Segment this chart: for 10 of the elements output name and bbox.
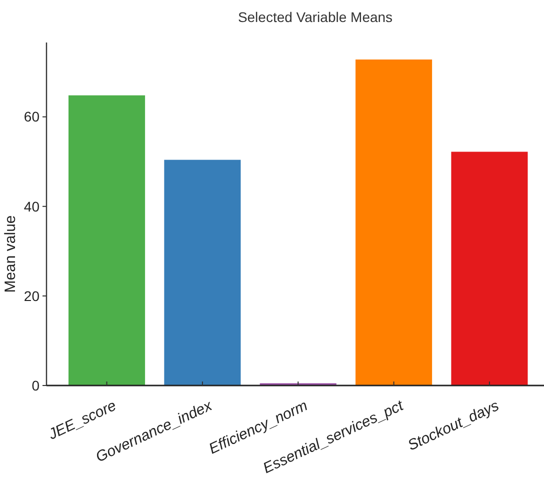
y-axis-title: Mean value [2,215,19,293]
y-tick-label: 40 [24,198,40,214]
y-tick-label: 20 [24,288,40,304]
bar [164,160,241,386]
bar [451,152,528,386]
bar [68,95,146,386]
chart-title: Selected Variable Means [238,9,393,25]
y-tick-label: 0 [32,377,40,394]
bar [356,60,432,386]
y-tick-label: 60 [24,108,40,125]
